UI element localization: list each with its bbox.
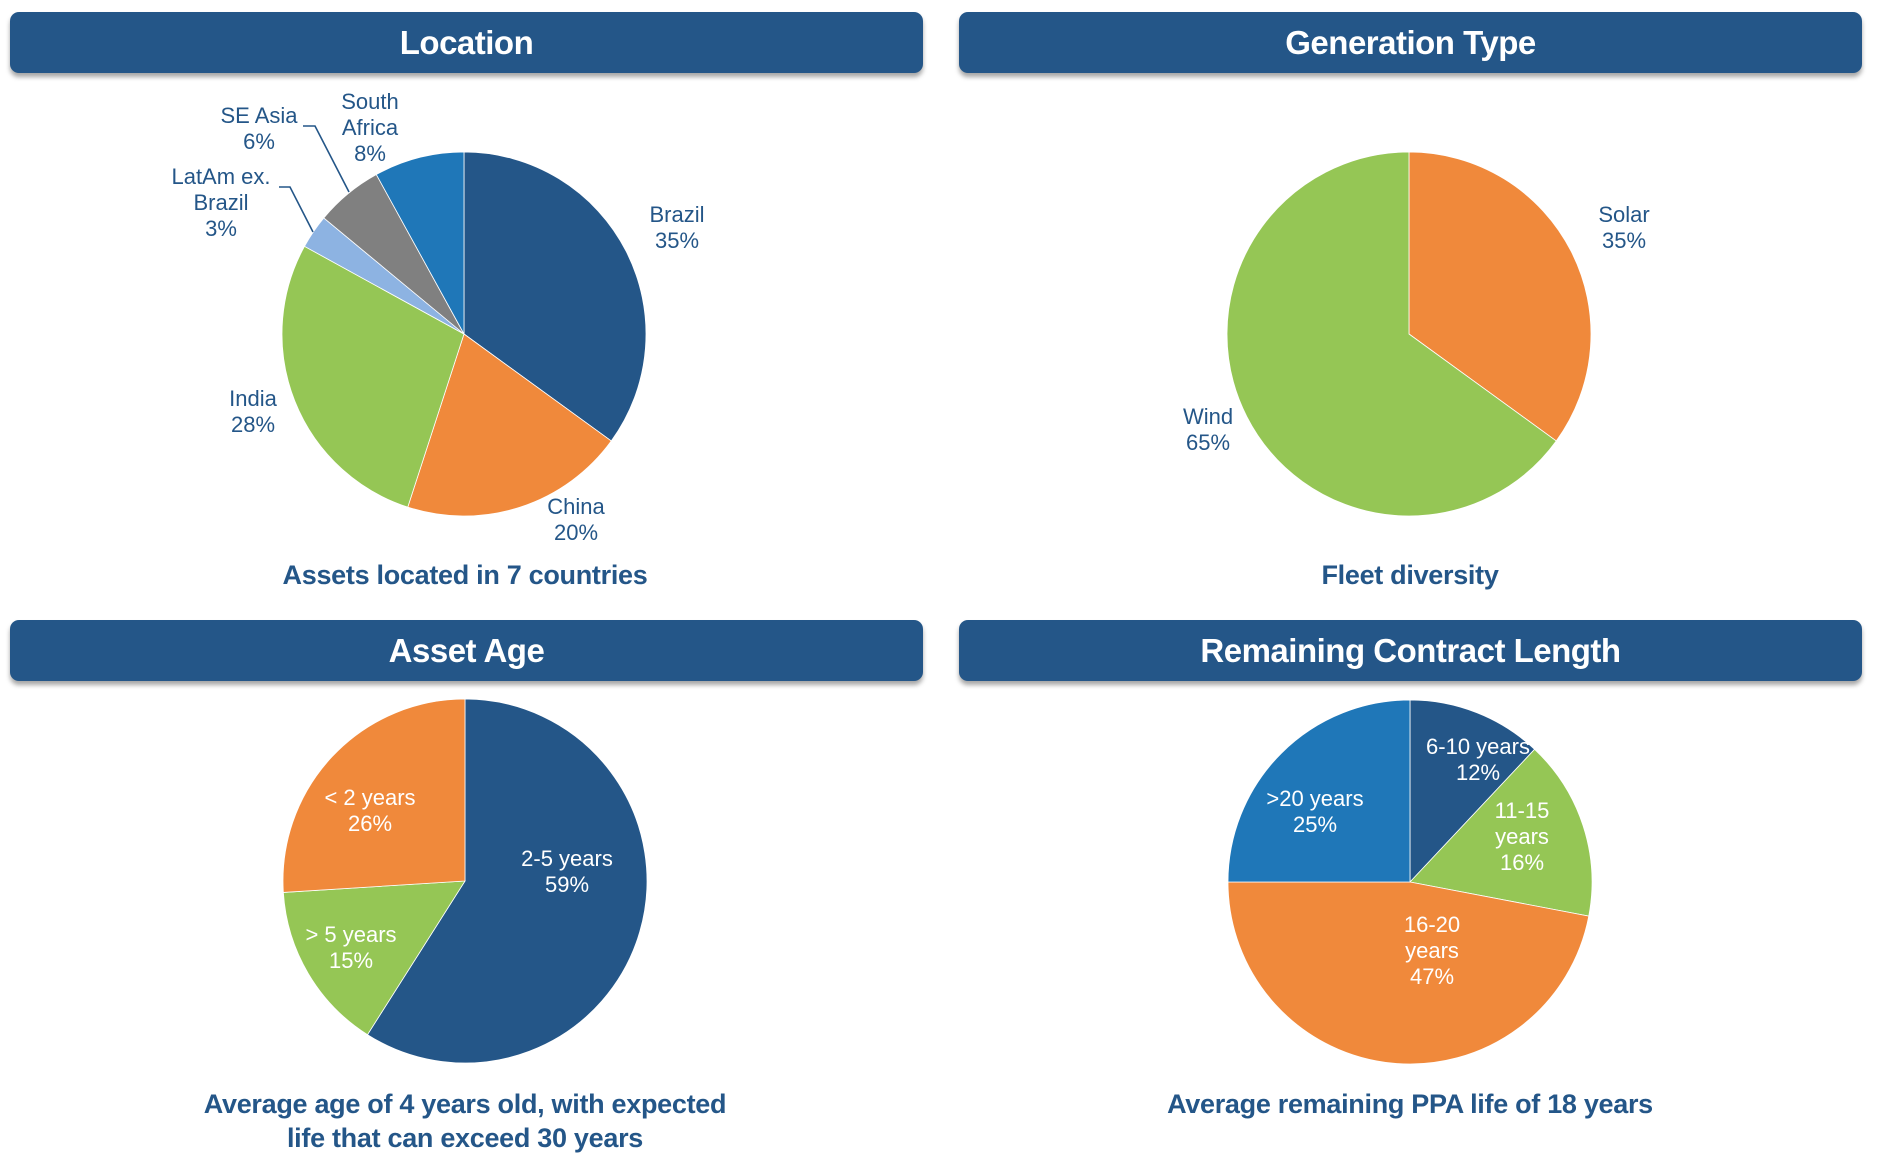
slice-label: China 20% [547, 494, 605, 545]
generation-type-header-title: Generation Type [1285, 23, 1536, 61]
slice-label: Wind 65% [1183, 404, 1233, 455]
slice-label: India 28% [229, 386, 277, 437]
slice-label: South Africa 8% [341, 89, 399, 166]
pie-slice-china [407, 333, 612, 517]
slice-labels: Brazil 35% China 20% India 28% LatAm ex. Brazil… [171, 89, 1649, 989]
slice-label: Solar 35% [1598, 202, 1649, 253]
contract-length-caption: Average remaining PPA life of 18 years [1080, 1087, 1740, 1121]
location-pie [281, 151, 647, 517]
slice-label: 6-10 years 12% [1426, 734, 1530, 785]
location-header: Location [10, 12, 923, 73]
asset-age-header-title: Asset Age [388, 631, 545, 669]
pie-slice-wind [1226, 151, 1557, 517]
pie-slice-2-years [282, 698, 466, 893]
pie-slice-6-10-years [1409, 699, 1536, 884]
pie-slice-20-years [1227, 699, 1411, 883]
leader-line-latam [279, 186, 314, 233]
slice-label: < 2 years 26% [324, 785, 415, 836]
asset-age-pie [282, 698, 648, 1064]
slice-label: 2-5 years 59% [521, 846, 613, 897]
asset-age-caption-line1: Average age of 4 years old, with expecte… [203, 1089, 727, 1119]
contract-length-caption-text: Average remaining PPA life of 18 years [1167, 1089, 1653, 1119]
leader-lines [279, 125, 350, 233]
generation-type-header: Generation Type [959, 12, 1862, 73]
pie-slice-11-15-years [1409, 748, 1593, 917]
slice-label: Brazil 35% [649, 202, 704, 253]
slice-label: SE Asia 6% [220, 103, 298, 154]
asset-age-caption: Average age of 4 years old, with expecte… [120, 1087, 810, 1155]
slice-label: LatAm ex. Brazil 3% [171, 164, 270, 241]
slice-label: > 5 years 15% [305, 922, 396, 973]
slice-label: 16-20 years 47% [1404, 912, 1460, 989]
asset-age-caption-line2: life that can exceed 30 years [286, 1123, 643, 1153]
pie-slice-2-5-years [366, 698, 648, 1064]
pie-slice-16-20-years [1227, 881, 1590, 1065]
location-header-title: Location [399, 23, 534, 61]
pie-slice-solar [1408, 151, 1592, 442]
pie-slice-south-africa [375, 151, 465, 335]
generation-type-caption-text: Fleet diversity [1321, 560, 1499, 590]
location-caption: Assets located in 7 countries [160, 558, 770, 592]
contract-length-header: Remaining Contract Length [959, 620, 1862, 681]
slice-label: >20 years 25% [1266, 786, 1363, 837]
asset-age-header: Asset Age [10, 620, 923, 681]
generation-type-pie [1226, 151, 1592, 517]
contract-length-header-title: Remaining Contract Length [1200, 631, 1621, 669]
generation-type-caption: Fleet diversity [1110, 558, 1710, 592]
pie-slice-brazil [463, 151, 647, 442]
contract-length-pie [1227, 699, 1593, 1065]
pie-slice-5-years [282, 880, 466, 1036]
pie-slice-india [281, 245, 465, 508]
slice-label: 11-15 years 16% [1495, 798, 1550, 875]
location-caption-text: Assets located in 7 countries [282, 560, 648, 590]
leader-line-se-asia [303, 125, 350, 193]
